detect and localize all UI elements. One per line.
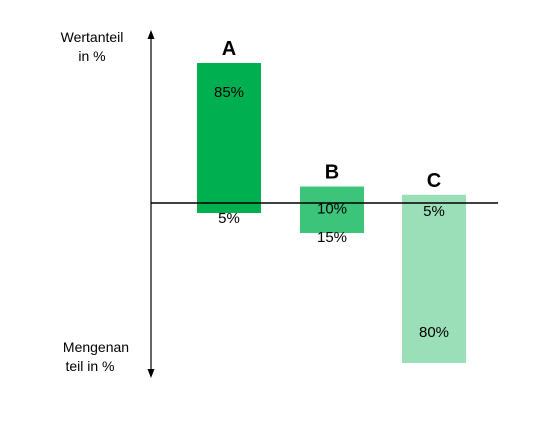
y-label-bottom-line-1: Mengenan [63, 339, 129, 355]
data-label-lower-a: 5% [218, 210, 240, 227]
bar-c [402, 194, 466, 363]
y-label-bottom-line-2: teil in % [65, 358, 114, 374]
category-labels-group: A B C [222, 38, 441, 192]
y-label-top-line-1: Wertanteil [61, 29, 124, 45]
bar-b [300, 186, 364, 233]
data-label-upper-c: 5% [423, 203, 445, 220]
bar-a [197, 63, 261, 213]
data-label-upper-b: 10% [317, 201, 347, 218]
bars-group [197, 63, 466, 363]
y-label-top-line-2: in % [78, 48, 105, 64]
data-label-upper-a: 85% [214, 84, 244, 101]
category-label-a: A [222, 38, 236, 60]
data-label-lower-c: 80% [419, 324, 449, 341]
y-axis-arrow-down [147, 369, 155, 378]
y-axis-arrow-up [147, 30, 155, 39]
category-label-c: C [427, 170, 441, 192]
data-labels-group: 85% 5% 10% 15% 5% 80% [214, 84, 449, 341]
data-label-lower-b: 15% [317, 229, 347, 246]
category-label-b: B [325, 162, 339, 184]
